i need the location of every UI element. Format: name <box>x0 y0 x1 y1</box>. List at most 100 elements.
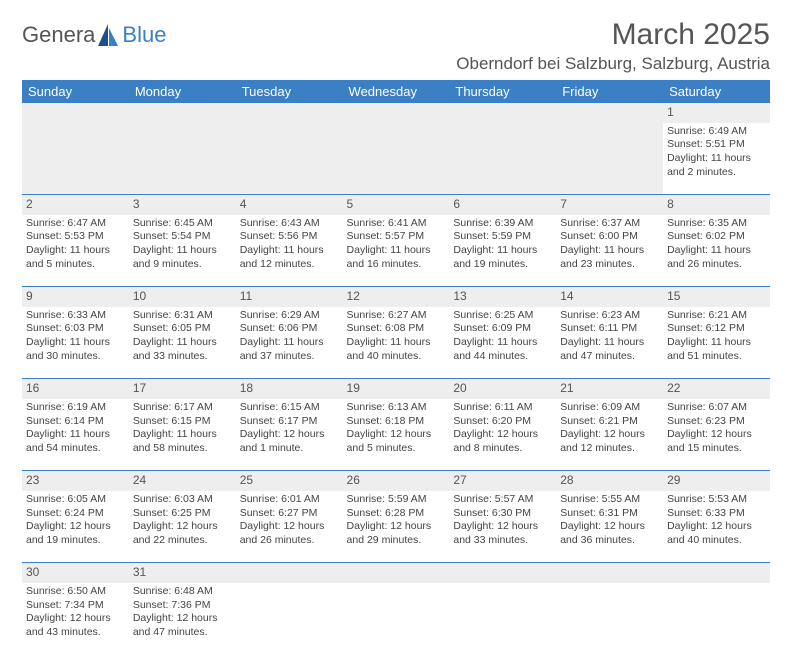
daylight-line-2: and 30 minutes. <box>26 350 125 364</box>
calendar-body: 1Sunrise: 6:49 AMSunset: 5:51 PMDaylight… <box>22 103 770 655</box>
daylight-line-2: and 33 minutes. <box>133 350 232 364</box>
day-cell: Sunrise: 5:55 AMSunset: 6:31 PMDaylight:… <box>556 491 663 563</box>
sunrise-line: Sunrise: 5:53 AM <box>667 493 766 507</box>
day-header: Saturday <box>663 80 770 103</box>
sunset-line: Sunset: 6:02 PM <box>667 230 766 244</box>
day-number-cell: 25 <box>236 471 343 491</box>
sunrise-line: Sunrise: 6:11 AM <box>453 401 552 415</box>
daylight-line-1: Daylight: 11 hours <box>667 244 766 258</box>
daylight-line-2: and 54 minutes. <box>26 442 125 456</box>
daylight-line-1: Daylight: 12 hours <box>560 428 659 442</box>
sunset-line: Sunset: 6:20 PM <box>453 415 552 429</box>
day-header: Wednesday <box>343 80 450 103</box>
sunrise-line: Sunrise: 6:41 AM <box>347 217 446 231</box>
day-cell: Sunrise: 6:50 AMSunset: 7:34 PMDaylight:… <box>22 583 129 655</box>
day-number-cell <box>22 103 129 123</box>
day-number-cell <box>449 563 556 583</box>
day-number-cell: 30 <box>22 563 129 583</box>
title-block: March 2025 Oberndorf bei Salzburg, Salzb… <box>456 18 770 74</box>
daylight-line-1: Daylight: 11 hours <box>347 336 446 350</box>
day-cell <box>129 123 236 195</box>
daylight-line-2: and 2 minutes. <box>667 166 766 180</box>
daylight-line-2: and 37 minutes. <box>240 350 339 364</box>
page-title: March 2025 <box>456 18 770 52</box>
sunrise-line: Sunrise: 6:15 AM <box>240 401 339 415</box>
sunset-line: Sunset: 6:25 PM <box>133 507 232 521</box>
logo: Genera Blue <box>22 18 166 48</box>
sunset-line: Sunset: 6:12 PM <box>667 322 766 336</box>
day-number-cell: 3 <box>129 195 236 215</box>
sunset-line: Sunset: 5:51 PM <box>667 138 766 152</box>
day-number-cell: 14 <box>556 287 663 307</box>
daylight-line-1: Daylight: 11 hours <box>560 244 659 258</box>
daylight-line-1: Daylight: 11 hours <box>240 336 339 350</box>
day-number-cell: 29 <box>663 471 770 491</box>
day-cell: Sunrise: 6:25 AMSunset: 6:09 PMDaylight:… <box>449 307 556 379</box>
daylight-line-2: and 19 minutes. <box>453 258 552 272</box>
sunset-line: Sunset: 5:54 PM <box>133 230 232 244</box>
sunset-line: Sunset: 6:33 PM <box>667 507 766 521</box>
daylight-line-1: Daylight: 12 hours <box>453 428 552 442</box>
day-number-cell: 17 <box>129 379 236 399</box>
sunset-line: Sunset: 6:18 PM <box>347 415 446 429</box>
day-number-cell <box>663 563 770 583</box>
daylight-line-2: and 5 minutes. <box>26 258 125 272</box>
day-cell: Sunrise: 6:03 AMSunset: 6:25 PMDaylight:… <box>129 491 236 563</box>
sunrise-line: Sunrise: 5:59 AM <box>347 493 446 507</box>
sunset-line: Sunset: 6:24 PM <box>26 507 125 521</box>
sunrise-line: Sunrise: 6:45 AM <box>133 217 232 231</box>
daylight-line-1: Daylight: 11 hours <box>453 244 552 258</box>
daylight-line-1: Daylight: 11 hours <box>133 244 232 258</box>
day-cell <box>449 583 556 655</box>
page-subtitle: Oberndorf bei Salzburg, Salzburg, Austri… <box>456 54 770 74</box>
sunrise-line: Sunrise: 6:03 AM <box>133 493 232 507</box>
day-number-cell: 5 <box>343 195 450 215</box>
calendar-head: SundayMondayTuesdayWednesdayThursdayFrid… <box>22 80 770 103</box>
daylight-line-1: Daylight: 11 hours <box>347 244 446 258</box>
sunrise-line: Sunrise: 6:17 AM <box>133 401 232 415</box>
sunrise-line: Sunrise: 6:01 AM <box>240 493 339 507</box>
sunrise-line: Sunrise: 6:05 AM <box>26 493 125 507</box>
day-cell <box>663 583 770 655</box>
daylight-line-1: Daylight: 11 hours <box>26 244 125 258</box>
day-number-cell: 6 <box>449 195 556 215</box>
daylight-line-1: Daylight: 12 hours <box>347 520 446 534</box>
daylight-line-1: Daylight: 11 hours <box>133 336 232 350</box>
daylight-line-2: and 47 minutes. <box>560 350 659 364</box>
day-cell: Sunrise: 6:31 AMSunset: 6:05 PMDaylight:… <box>129 307 236 379</box>
sunrise-line: Sunrise: 6:39 AM <box>453 217 552 231</box>
day-number-cell: 4 <box>236 195 343 215</box>
sunrise-line: Sunrise: 6:48 AM <box>133 585 232 599</box>
day-number-cell: 24 <box>129 471 236 491</box>
sunset-line: Sunset: 6:28 PM <box>347 507 446 521</box>
sunrise-line: Sunrise: 6:33 AM <box>26 309 125 323</box>
day-cell: Sunrise: 6:43 AMSunset: 5:56 PMDaylight:… <box>236 215 343 287</box>
day-cell: Sunrise: 6:15 AMSunset: 6:17 PMDaylight:… <box>236 399 343 471</box>
daylight-line-1: Daylight: 12 hours <box>453 520 552 534</box>
day-number-cell: 15 <box>663 287 770 307</box>
day-cell: Sunrise: 5:59 AMSunset: 6:28 PMDaylight:… <box>343 491 450 563</box>
daylight-line-1: Daylight: 12 hours <box>347 428 446 442</box>
daylight-line-2: and 40 minutes. <box>347 350 446 364</box>
day-number-cell <box>343 563 450 583</box>
day-number-cell: 19 <box>343 379 450 399</box>
daylight-line-2: and 9 minutes. <box>133 258 232 272</box>
sunrise-line: Sunrise: 5:57 AM <box>453 493 552 507</box>
day-cell: Sunrise: 6:29 AMSunset: 6:06 PMDaylight:… <box>236 307 343 379</box>
daylight-line-1: Daylight: 11 hours <box>240 244 339 258</box>
day-number-cell: 13 <box>449 287 556 307</box>
day-cell: Sunrise: 6:23 AMSunset: 6:11 PMDaylight:… <box>556 307 663 379</box>
daylight-line-2: and 23 minutes. <box>560 258 659 272</box>
daylight-line-2: and 8 minutes. <box>453 442 552 456</box>
sunset-line: Sunset: 5:57 PM <box>347 230 446 244</box>
daylight-line-1: Daylight: 12 hours <box>240 520 339 534</box>
day-cell <box>343 583 450 655</box>
day-cell: Sunrise: 6:35 AMSunset: 6:02 PMDaylight:… <box>663 215 770 287</box>
sunset-line: Sunset: 6:14 PM <box>26 415 125 429</box>
calendar-table: SundayMondayTuesdayWednesdayThursdayFrid… <box>22 80 770 655</box>
daylight-line-1: Daylight: 11 hours <box>26 428 125 442</box>
sunrise-line: Sunrise: 6:37 AM <box>560 217 659 231</box>
day-header: Sunday <box>22 80 129 103</box>
day-cell: Sunrise: 6:39 AMSunset: 5:59 PMDaylight:… <box>449 215 556 287</box>
day-cell: Sunrise: 6:13 AMSunset: 6:18 PMDaylight:… <box>343 399 450 471</box>
